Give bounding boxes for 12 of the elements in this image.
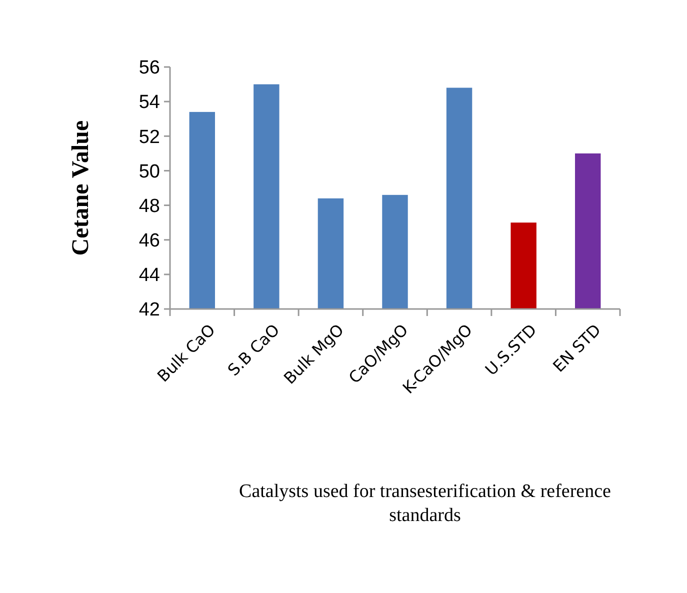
y-tick-label: 52 (138, 126, 160, 148)
y-tick-label: 54 (138, 92, 160, 114)
y-tick-label: 46 (138, 230, 160, 252)
y-tick-label: 50 (138, 161, 160, 182)
y-tick-label: 44 (138, 265, 160, 286)
x-tick-label: S.B CaO (224, 320, 284, 380)
y-tick-label: 56 (138, 58, 160, 79)
y-tick-label: 48 (138, 196, 160, 217)
x-axis-title: Catalysts used for transesterification & reference standards (239, 481, 611, 526)
x-tick-label: EN STD (549, 320, 605, 376)
y-tick-label: 42 (138, 300, 160, 321)
y-axis-title: Cetane Value (68, 120, 94, 256)
